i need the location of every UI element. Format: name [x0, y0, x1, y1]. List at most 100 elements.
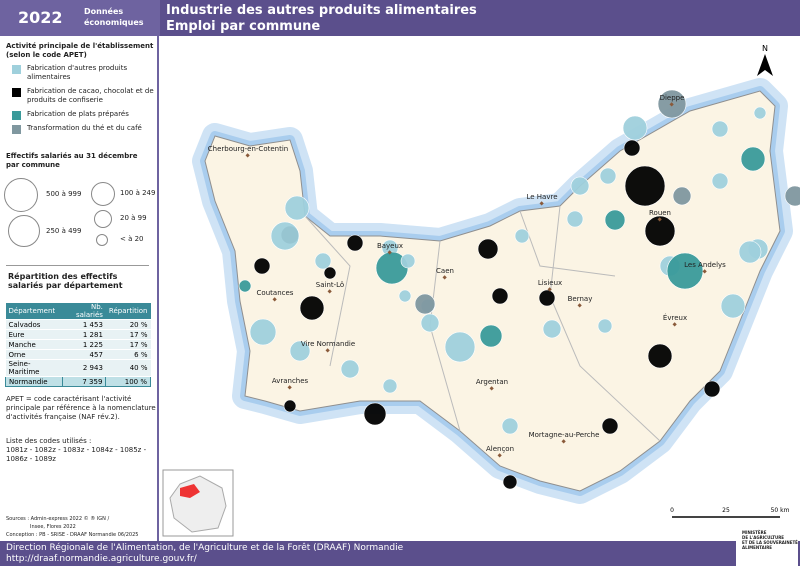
table-cell: 17 % [105, 329, 151, 340]
logo-line: ET DE LA SOUVERAINETÉ [742, 540, 798, 545]
commune-circle [479, 324, 503, 348]
table-cell: Nb. salariés [62, 303, 106, 320]
legend-label: Transformation du thé et du café [27, 124, 142, 132]
commune-circle [672, 186, 692, 206]
size-circle [91, 182, 115, 206]
table-cell: 20 % [105, 319, 151, 330]
sidebar [0, 36, 159, 541]
legend-label: alimentaires [27, 73, 71, 81]
commune-circle [784, 185, 800, 207]
city-dot [547, 287, 552, 292]
city-label: Avranches [272, 377, 309, 385]
commune-circle [740, 146, 766, 172]
city-label: Caen [436, 267, 454, 275]
table-row: Département Nb. salariés Répartition [5, 303, 151, 320]
legend-label: Fabrication d'autres produits [27, 64, 128, 72]
city-label: Dieppe [660, 94, 685, 102]
table-cell: 100 % [105, 376, 151, 387]
table-row: Eure 1 281 17 % [5, 329, 151, 340]
table-title: salariés par département [8, 281, 123, 290]
commune-circle [601, 417, 619, 435]
city-label: Bayeux [377, 242, 403, 250]
size-circle [94, 210, 112, 228]
table-cell: 7 359 [62, 376, 107, 387]
city-dot [539, 201, 544, 206]
size-label: < à 20 [120, 235, 144, 243]
commune-circle [753, 106, 767, 120]
department-border [549, 205, 661, 442]
commune-circle [253, 257, 271, 275]
size-label: 20 à 99 [120, 214, 147, 222]
badge-line: économiques [84, 18, 144, 27]
commune-circle [623, 139, 641, 157]
map: Cherbourg-en-Cotentin Dieppe Le Havre Rouen… [160, 36, 800, 541]
scale-bar [672, 516, 780, 518]
table-row: Calvados 1 453 20 % [5, 319, 151, 330]
commune-circle [597, 318, 613, 334]
legend-swatch [12, 88, 21, 97]
legend-title: (selon le code APET) [6, 51, 87, 59]
source: Insee, Flores 2022 [30, 524, 76, 530]
legend-swatch [12, 111, 21, 120]
table-row: Orne 457 6 % [5, 349, 151, 360]
note: 1081z - 1082z - 1083z - 1084z - 1085z - [6, 446, 147, 454]
table-cell: Manche [5, 339, 63, 350]
table-cell: Eure [5, 329, 63, 340]
size-legend-title: par commune [6, 161, 60, 169]
size-circle [4, 178, 38, 212]
commune-circle [299, 295, 325, 321]
table: Département Nb. salariés Répartition Calvad… [4, 303, 151, 387]
city-dot [387, 250, 392, 255]
commune-circle [501, 417, 519, 435]
logo-line: ALIMENTAIRE [742, 545, 773, 550]
commune-circle [420, 313, 440, 333]
city-label: Rouen [649, 209, 671, 217]
divider [6, 265, 149, 266]
badge-box [0, 0, 160, 36]
city-dot [702, 269, 707, 274]
commune-circle [720, 293, 746, 319]
north-label: N [762, 44, 768, 53]
inset-normandy [180, 484, 200, 498]
city-label: Mortagne-au-Perche [529, 431, 600, 439]
table-cell: Calvados [5, 319, 63, 330]
logo [736, 520, 798, 566]
commune-circle [283, 399, 297, 413]
note: d'activités française (NAF rév.2). [6, 413, 120, 421]
commune-circle [314, 252, 332, 270]
table-cell: Répartition [105, 303, 151, 320]
table-row: Manche 1 225 17 % [5, 339, 151, 350]
footer-org: Direction Régionale de l'Alimentation, d… [6, 543, 404, 553]
commune-circle [711, 172, 729, 190]
city-dot [561, 439, 566, 444]
legend-swatch [12, 125, 21, 134]
table-cell: Normandie [4, 376, 64, 387]
table-cell: 2 943 [62, 359, 106, 377]
city-label: Le Havre [526, 193, 557, 201]
commune-circle [289, 340, 311, 362]
commune-circle [270, 221, 300, 251]
commune-circle [284, 195, 310, 221]
department-border [304, 215, 351, 367]
commune-circle [491, 287, 509, 305]
table-cell: 457 [62, 349, 106, 360]
commune-circle [400, 253, 416, 269]
legend-label: produits de confiserie [27, 96, 103, 104]
commune-circle [666, 252, 704, 290]
logo-line: DE L'AGRICULTURE [742, 535, 785, 540]
table-cell: 6 % [105, 349, 151, 360]
footer-text: Direction Régionale de l'Alimentation, d… [6, 543, 403, 565]
city-dot [497, 453, 502, 458]
city-label: Vire Normandie [301, 340, 355, 348]
city-label: Évreux [663, 313, 687, 322]
note: 1086z - 1089z [6, 455, 56, 463]
table-cell: Seine-Maritime [5, 359, 63, 377]
commune-circle [477, 238, 499, 260]
commune-circle [542, 319, 562, 339]
commune-circle [599, 167, 617, 185]
city-dot [287, 385, 292, 390]
department-border [519, 210, 616, 277]
commune-circle [624, 165, 666, 207]
size-label: 500 à 999 [46, 190, 82, 198]
